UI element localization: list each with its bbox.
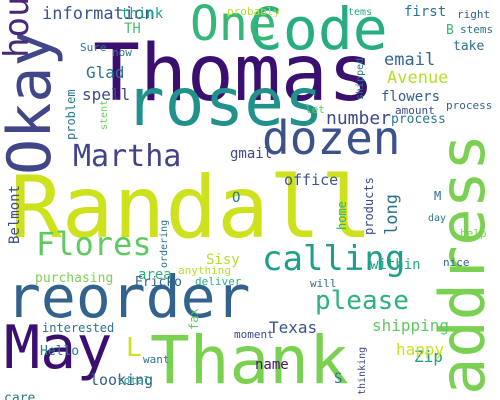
word-may: May — [4, 313, 113, 383]
word-area: area — [138, 267, 172, 283]
word-o: O — [232, 190, 241, 206]
word-dozen: dozen — [262, 111, 401, 165]
word-thinking: thinking — [357, 346, 368, 395]
word-calling: calling — [262, 239, 406, 279]
word-sisy: Sisy — [206, 252, 240, 268]
word-b: B — [446, 23, 454, 38]
word-spell: spell — [82, 85, 131, 104]
word-code: Code — [248, 0, 388, 63]
word-gmail: gmail — [230, 146, 273, 162]
word-shipped: shipped — [355, 57, 366, 100]
word-office: office — [284, 171, 339, 189]
word-stent: stent — [99, 99, 110, 130]
word-moment: moment — [234, 328, 274, 341]
word-purchasing: purchasing — [35, 271, 114, 286]
word-looking: looking — [90, 371, 154, 389]
word-flores: Flores — [36, 225, 152, 263]
word-th: TH — [124, 21, 141, 37]
word-email: email — [384, 50, 436, 70]
word-martha: Martha — [73, 139, 182, 174]
word-roses: roses — [125, 64, 324, 141]
word-first: first — [404, 4, 447, 20]
word-stems: stems — [460, 23, 494, 36]
word-sure: Sure — [80, 41, 107, 54]
word-belmont: Belmont — [7, 184, 23, 244]
word-shipping: shipping — [372, 316, 450, 335]
word-avenue: Avenue — [387, 68, 449, 88]
word-within: within — [370, 257, 421, 273]
word-will: will — [310, 277, 337, 290]
word-glad: Glad — [86, 63, 125, 82]
word-problem: problem — [64, 89, 78, 140]
word-right: right — [457, 8, 491, 21]
word-randall: Randall — [10, 158, 373, 258]
word-texas: Texas — [269, 318, 318, 337]
word-zip: Zip — [414, 347, 443, 366]
word-hello: Hello — [40, 344, 80, 359]
word-nice: nice — [443, 256, 470, 269]
word-ericko: Ericko — [135, 275, 182, 290]
word-m: M — [434, 189, 442, 203]
word-ordering: ordering — [159, 219, 170, 268]
word-one: One — [190, 0, 277, 52]
word-anything: anything — [178, 264, 231, 277]
word-interested: interested — [42, 321, 115, 335]
word-deliver: deliver — [195, 275, 242, 288]
word-hours: hours — [0, 0, 37, 58]
word-process: process — [446, 99, 493, 112]
word-s: S — [334, 371, 343, 387]
word-happy: happy — [396, 340, 445, 359]
word-think: think — [121, 6, 164, 22]
word-probably: probably — [227, 5, 280, 18]
word-stems-top: stems — [342, 7, 373, 18]
word-name: name — [255, 357, 289, 373]
word-thomas: Thomas — [93, 29, 375, 119]
word-now: now — [112, 46, 132, 59]
word-reorder: reorder — [6, 263, 251, 331]
word-process-right: process — [391, 112, 446, 127]
word-let: let — [305, 103, 325, 116]
word-flowers: flowers — [381, 89, 441, 105]
word-total: total — [117, 374, 151, 387]
word-products: products — [362, 177, 376, 235]
word-day: day — [428, 213, 447, 224]
word-fax: fax — [187, 308, 201, 330]
word-amount: amount — [395, 104, 435, 117]
word-thank: Thank — [150, 322, 349, 399]
word-l: L — [126, 333, 142, 363]
word-take: take — [453, 39, 485, 54]
word-information: information — [42, 4, 155, 24]
word-help: help — [460, 227, 487, 240]
word-want: want — [143, 353, 170, 366]
word-home: home — [335, 201, 349, 230]
word-please: please — [315, 286, 409, 316]
word-number: number — [326, 108, 392, 129]
word-care: care — [4, 391, 36, 400]
word-long: long — [382, 194, 402, 235]
